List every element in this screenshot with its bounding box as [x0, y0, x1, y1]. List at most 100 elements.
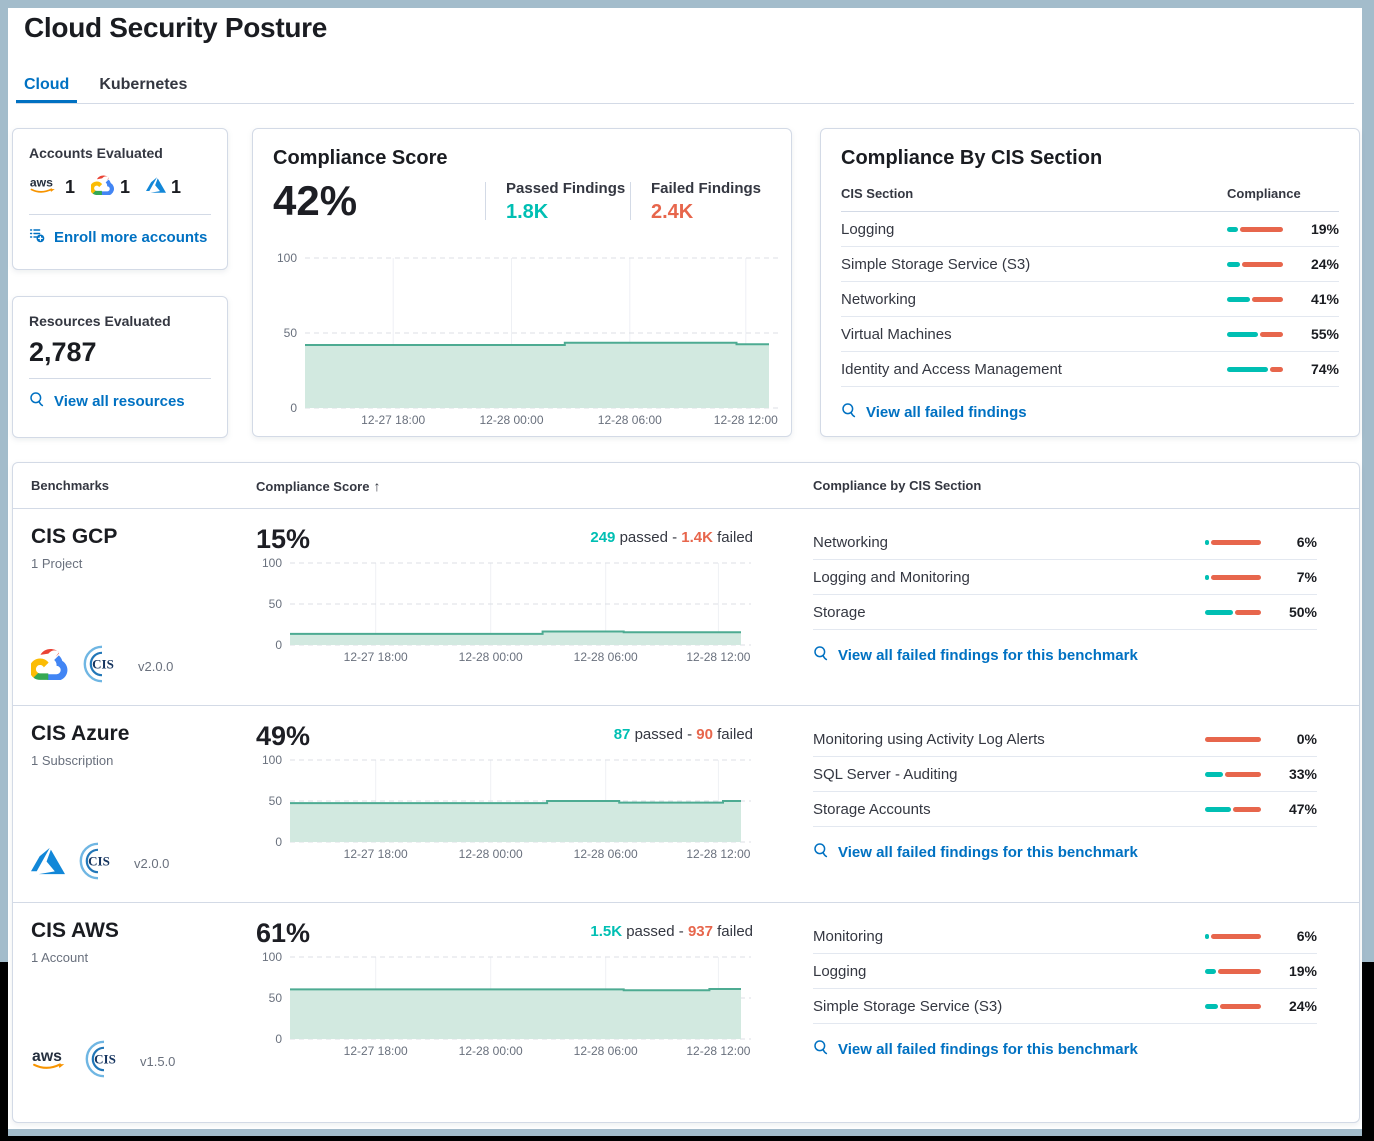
cis-section-name: Logging: [841, 220, 895, 238]
cis-section-card-title: Compliance By CIS Section: [841, 147, 1103, 169]
aws-account-count: aws 1: [29, 175, 75, 200]
cis-section-name: Simple Storage Service (S3): [841, 255, 1031, 273]
compliance-percent: 7%: [1296, 569, 1317, 585]
benchmarks-table-header: Benchmarks Compliance Score ↑ Compliance …: [13, 463, 1359, 509]
compliance-bar: [1227, 366, 1283, 372]
divider: [29, 378, 211, 379]
benchmark-info: CIS AWS 1 Account aws CIS v1.5.0: [31, 919, 256, 1088]
svg-text:CIS: CIS: [88, 854, 110, 869]
view-failed-findings-benchmark-link[interactable]: View all failed findings for this benchm…: [813, 645, 1138, 665]
view-all-failed-findings-label: View all failed findings: [866, 403, 1027, 421]
compliance-percent: 50%: [1288, 604, 1317, 620]
table-row: Networking 41%: [841, 282, 1339, 317]
compliance-percent: 24%: [1310, 256, 1339, 272]
compliance-percent: 33%: [1288, 766, 1317, 782]
view-all-resources-link[interactable]: View all resources: [29, 391, 185, 411]
tab-bar: Cloud Kubernetes: [16, 66, 1354, 104]
table-row: Monitoring 6%: [813, 919, 1317, 954]
svg-text:12-28 12:00: 12-28 12:00: [686, 650, 750, 664]
cis-section-name: Storage Accounts: [813, 800, 931, 818]
divider: [485, 182, 486, 221]
azure-icon: [31, 844, 65, 883]
failed-count: 90: [696, 726, 713, 743]
compliance-trend-chart: 0 50 100 12-27 18:00 12-28 00:00 12-28 06:00 1…: [265, 251, 781, 428]
azure-account-count: 1: [146, 175, 181, 200]
compliance-percent: 6%: [1296, 534, 1317, 550]
table-row: Monitoring using Activity Log Alerts 0%: [813, 722, 1317, 757]
failed-findings-label: Failed Findings: [651, 180, 762, 197]
cis-section-name: Virtual Machines: [841, 325, 952, 343]
benchmark-score-col: 49% 87 passed - 90 failed 0 50 100 12-27 18…: [256, 721, 801, 890]
benchmark-row-cis-aws: CIS AWS 1 Account aws CIS v1.5.0 61% 1.5: [13, 903, 1359, 1100]
benchmark-name: CIS Azure: [31, 722, 130, 745]
compliance-score-column-header[interactable]: Compliance Score ↑: [256, 477, 381, 494]
compliance-percent: 19%: [1310, 221, 1339, 237]
cis-section-column-header: Compliance by CIS Section: [813, 478, 982, 493]
svg-text:12-28 12:00: 12-28 12:00: [714, 413, 778, 427]
svg-text:50: 50: [284, 326, 298, 340]
compliance-bar: [1227, 226, 1283, 232]
benchmark-info: CIS GCP 1 Project CIS v2.0.0: [29, 525, 256, 693]
svg-text:0: 0: [275, 1032, 282, 1046]
svg-text:12-28 06:00: 12-28 06:00: [574, 847, 638, 861]
benchmark-subtitle: 1 Project: [31, 556, 83, 571]
table-row: Logging 19%: [841, 212, 1339, 247]
search-icon: [813, 645, 829, 665]
gcp-account-count: 1: [89, 175, 130, 200]
azure-icon: [146, 175, 167, 200]
table-row: Identity and Access Management 74%: [841, 352, 1339, 387]
divider: [29, 214, 211, 215]
tab-kubernetes[interactable]: Kubernetes: [99, 76, 188, 93]
svg-text:100: 100: [262, 557, 282, 570]
benchmarks-panel: Benchmarks Compliance Score ↑ Compliance …: [12, 462, 1360, 1123]
benchmark-cis-sections: Networking 6% Logging and Monitoring 7% …: [801, 525, 1341, 693]
svg-text:12-27 18:00: 12-27 18:00: [344, 650, 408, 664]
benchmark-cis-sections: Monitoring 6% Logging 19% Simple Storage…: [801, 919, 1341, 1088]
svg-text:12-28 06:00: 12-28 06:00: [574, 1044, 638, 1058]
passed-count: 87: [613, 726, 631, 743]
benchmark-subtitle: 1 Subscription: [31, 753, 114, 768]
tab-cloud[interactable]: Cloud: [16, 66, 78, 103]
compliance-percent: 41%: [1310, 291, 1339, 307]
compliance-percent: 55%: [1310, 326, 1339, 342]
aws-icon: aws: [31, 1046, 71, 1077]
benchmark-version: v2.0.0: [134, 856, 170, 871]
benchmarks-column-header: Benchmarks: [31, 478, 110, 493]
failed-count: 937: [687, 923, 713, 940]
resources-evaluated-title: Resources Evaluated: [29, 313, 171, 329]
cis-section-name: Monitoring: [813, 927, 884, 945]
view-all-failed-findings-link[interactable]: View all failed findings: [841, 402, 1027, 422]
benchmark-score: 61%: [256, 918, 311, 948]
failed-findings-value: 2.4K: [651, 201, 694, 223]
resources-evaluated-value: 2,787: [29, 337, 97, 367]
svg-text:aws: aws: [32, 1048, 62, 1065]
resources-evaluated-card: Resources Evaluated 2,787 View all resou…: [12, 296, 228, 438]
svg-text:0: 0: [275, 835, 282, 849]
cis-section-name: SQL Server - Auditing: [813, 765, 958, 783]
svg-text:0: 0: [290, 401, 297, 415]
view-failed-findings-benchmark-link[interactable]: View all failed findings for this benchm…: [813, 1039, 1138, 1059]
svg-text:100: 100: [262, 754, 282, 767]
svg-text:12-28 00:00: 12-28 00:00: [479, 413, 543, 427]
svg-text:CIS: CIS: [92, 657, 114, 672]
passed-count: 1.5K: [590, 923, 623, 940]
view-all-resources-label: View all resources: [54, 392, 185, 410]
passed-findings-label: Passed Findings: [506, 180, 626, 197]
benchmark-logos: aws CIS v1.5.0: [31, 1039, 256, 1088]
enroll-more-accounts-link[interactable]: Enroll more accounts: [29, 227, 207, 247]
table-row: Simple Storage Service (S3) 24%: [813, 989, 1317, 1024]
table-row: Logging 19%: [813, 954, 1317, 989]
score-summary: 42% Passed Findings 1.8K Failed Findings…: [273, 177, 771, 224]
benchmark-logos: CIS v2.0.0: [31, 841, 256, 890]
search-icon: [841, 402, 857, 422]
compliance-score-value: 42%: [273, 177, 358, 224]
compliance-percent: 0%: [1296, 731, 1317, 747]
benchmark-cis-sections: Monitoring using Activity Log Alerts 0% …: [801, 722, 1341, 890]
compliance-by-cis-section-card: Compliance By CIS Section CIS Section Co…: [820, 128, 1360, 437]
view-failed-findings-benchmark-link[interactable]: View all failed findings for this benchm…: [813, 842, 1138, 862]
search-icon: [29, 391, 45, 411]
benchmark-score-col: 15% 249 passed - 1.4K failed 0 50 100 12-27…: [256, 524, 801, 693]
compliance-bar: [1205, 1003, 1261, 1009]
svg-text:50: 50: [269, 794, 283, 808]
svg-text:12-27 18:00: 12-27 18:00: [361, 413, 425, 427]
